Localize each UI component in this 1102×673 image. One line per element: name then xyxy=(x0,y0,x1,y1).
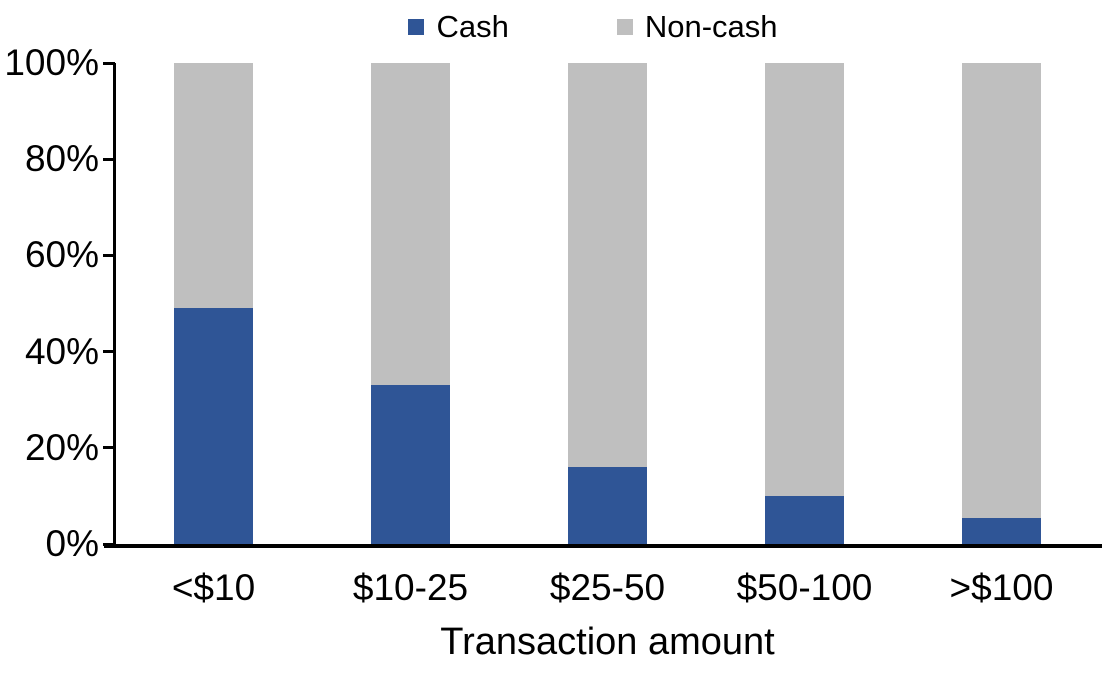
stacked-bar xyxy=(371,63,450,544)
legend-swatch-cash-icon xyxy=(408,19,425,35)
x-tick-label: $10-25 xyxy=(352,567,469,608)
stacked-bar xyxy=(174,63,253,544)
category-slot-10-25 xyxy=(312,63,509,544)
x-tick-label: >$100 xyxy=(949,567,1054,608)
x-tick-label: $50-100 xyxy=(736,567,873,608)
bar-segment-cash xyxy=(568,467,647,544)
bar-segment-non-cash xyxy=(962,63,1041,518)
bar-segment-cash xyxy=(174,308,253,544)
bar-segment-non-cash xyxy=(371,63,450,386)
legend-swatch-non-cash-icon xyxy=(616,19,633,35)
y-axis-tick xyxy=(103,158,115,161)
plot-area xyxy=(115,63,1100,544)
y-tick-label: 0% xyxy=(45,523,99,564)
category-slot-25-50 xyxy=(509,63,706,544)
x-axis-title: Transaction amount xyxy=(440,621,775,663)
x-tick-label: <$10 xyxy=(171,567,256,608)
stacked-bar xyxy=(568,63,647,544)
legend-label: Cash xyxy=(436,9,509,44)
legend-label: Non-cash xyxy=(644,9,778,44)
y-tick-label: 60% xyxy=(24,234,99,275)
y-tick-label: 100% xyxy=(4,42,99,83)
y-axis-tick xyxy=(103,62,115,65)
stacked-bar xyxy=(962,63,1041,544)
bar-segment-cash xyxy=(962,517,1041,544)
y-tick-label: 80% xyxy=(24,138,99,179)
y-tick-label: 40% xyxy=(24,331,99,372)
y-tick-label: 20% xyxy=(24,427,99,468)
chart-legend: Cash Non-cash xyxy=(42,9,1102,45)
y-axis-tick xyxy=(103,446,115,449)
bar-segment-non-cash xyxy=(765,63,844,496)
x-tick-label: $25-50 xyxy=(549,567,666,608)
bar-segment-cash xyxy=(371,385,450,544)
y-axis-line xyxy=(113,63,116,548)
y-axis-tick xyxy=(103,350,115,353)
bar-segment-non-cash xyxy=(568,63,647,468)
bar-segment-non-cash xyxy=(174,63,253,309)
category-slot-10 xyxy=(115,63,312,544)
legend-item-cash: Cash xyxy=(408,9,509,45)
bar-segment-cash xyxy=(765,495,844,544)
legend-item-non-cash: Non-cash xyxy=(616,9,778,45)
x-axis-line xyxy=(104,544,1102,548)
category-slot-100 xyxy=(903,63,1100,544)
y-axis-tick xyxy=(103,254,115,257)
stacked-bar xyxy=(765,63,844,544)
x-axis-labels: <$10 $10-25 $25-50 $50-100 >$100 xyxy=(115,568,1100,608)
category-slot-50-100 xyxy=(706,63,903,544)
